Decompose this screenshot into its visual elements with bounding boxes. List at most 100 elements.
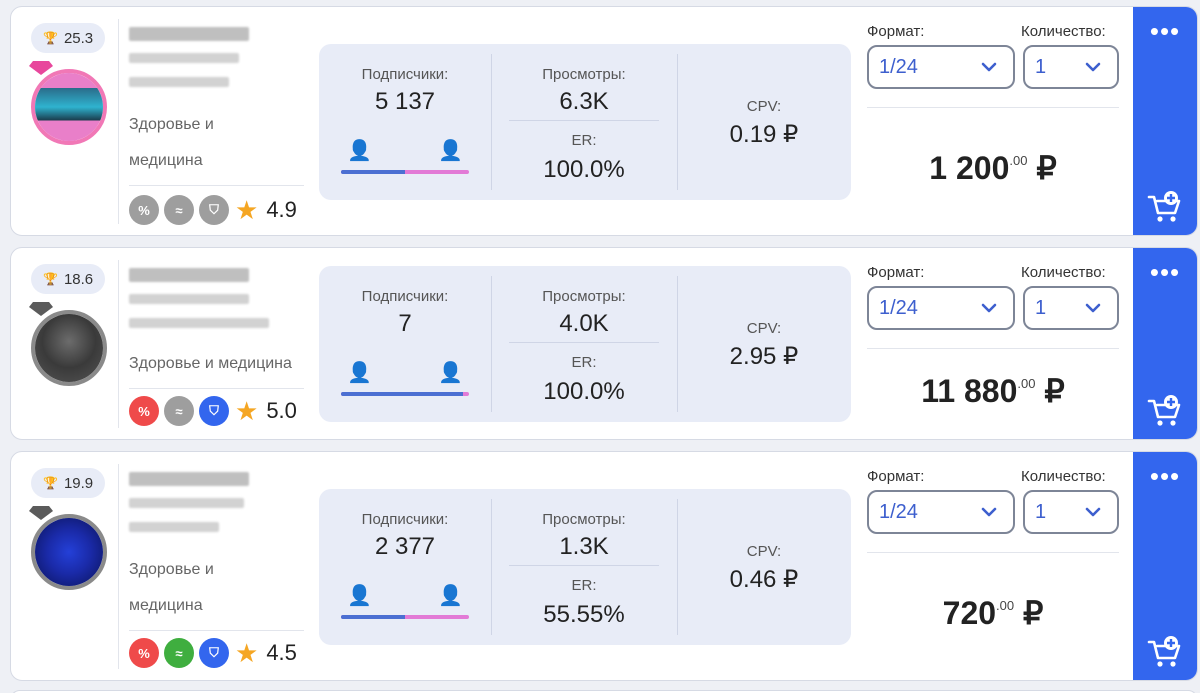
shield-icon[interactable]: ⛉ [199, 396, 229, 426]
stats-panel: Подписчики: 7 👤 👤 Просмотры: 4.0K ER: 10… [319, 266, 851, 422]
chevron-down-icon [1085, 507, 1101, 517]
description-blurred [129, 318, 269, 328]
gender-icons: 👤 👤 [341, 360, 469, 386]
quantity-select[interactable]: 1 [1023, 286, 1119, 330]
subscribers-label: Подписчики: [361, 66, 449, 83]
format-select[interactable]: 1/24 [867, 45, 1015, 89]
rating-badge: 🏆 25.3 [31, 23, 106, 53]
discount-icon[interactable]: % [129, 638, 159, 668]
subscribers-label: Подписчики: [361, 288, 449, 305]
star-icon: ★ [235, 396, 259, 426]
discount-icon[interactable]: % [129, 195, 159, 225]
more-options-icon[interactable]: ••• [1149, 257, 1181, 287]
category-label: Здоровье и медицина [129, 355, 292, 372]
rating-badge: 🏆 19.9 [31, 468, 106, 498]
quantity-label: Количество: [1021, 264, 1106, 281]
cpv-label: CPV: [746, 320, 782, 337]
price-main: 720 [942, 595, 997, 631]
male-icon: 👤 [347, 140, 372, 162]
price-cents: .00 [1017, 376, 1036, 391]
avatar[interactable] [29, 302, 107, 386]
discount-icon[interactable]: % [129, 396, 159, 426]
format-label: Формат: [867, 23, 925, 40]
price-currency: ₽ [1036, 150, 1057, 186]
gem-icon [29, 61, 53, 75]
female-icon: 👤 [438, 140, 463, 162]
format-value: 1/24 [879, 296, 918, 319]
star-icon: ★ [235, 638, 259, 668]
subscribers-value: 7 [398, 310, 412, 337]
format-select[interactable]: 1/24 [867, 286, 1015, 330]
card-actions: ••• [1133, 452, 1197, 680]
badges-row: % ≈ ⛉ ★ 4.5 [129, 638, 297, 668]
price: 11 880.00 ₽ [867, 372, 1119, 410]
views-label: Просмотры: [542, 288, 626, 305]
female-icon: 👤 [438, 585, 463, 607]
channel-name-blurred[interactable] [129, 268, 249, 282]
shield-icon[interactable]: ⛉ [199, 195, 229, 225]
channel-card: 🏆 18.6 Здоровье и медицина % ≈ ⛉ ★ 5.0 П… [10, 247, 1198, 440]
score-value: 4.9 [266, 197, 297, 222]
description-blurred [129, 77, 229, 87]
cpv-label: CPV: [746, 98, 782, 115]
more-options-icon[interactable]: ••• [1149, 16, 1181, 46]
chevron-down-icon [981, 62, 997, 72]
gem-icon [29, 506, 53, 520]
cpv-label: CPV: [746, 543, 782, 560]
er-label: ER: [571, 132, 597, 149]
add-to-cart-icon[interactable] [1147, 393, 1183, 429]
signature-icon[interactable]: ≈ [164, 638, 194, 668]
chevron-down-icon [981, 303, 997, 313]
subscribers-value: 2 377 [374, 533, 436, 560]
star-icon: ★ [235, 195, 259, 225]
format-value: 1/24 [879, 55, 918, 78]
price-currency: ₽ [1023, 595, 1044, 631]
stats-panel: Подписчики: 2 377 👤 👤 Просмотры: 1.3K ER… [319, 489, 851, 645]
score-value: 5.0 [266, 398, 297, 423]
add-to-cart-icon[interactable] [1147, 634, 1183, 670]
more-options-icon[interactable]: ••• [1149, 461, 1181, 491]
quantity-select[interactable]: 1 [1023, 45, 1119, 89]
avatar[interactable] [29, 61, 107, 145]
rating-value: 25.3 [63, 29, 94, 47]
cpv-value: 0.19 ₽ [729, 121, 799, 148]
gender-icons: 👤 👤 [341, 138, 469, 164]
channel-name-blurred[interactable] [129, 27, 249, 41]
quantity-value: 1 [1035, 500, 1047, 523]
avatar[interactable] [29, 506, 107, 590]
er-value: 100.0% [543, 156, 625, 183]
price: 720.00 ₽ [867, 594, 1119, 632]
quantity-value: 1 [1035, 296, 1047, 319]
score-value: 4.5 [266, 640, 297, 665]
signature-icon[interactable]: ≈ [164, 396, 194, 426]
views-value: 1.3K [559, 533, 609, 560]
stats-panel: Подписчики: 5 137 👤 👤 Просмотры: 6.3K ER… [319, 44, 851, 200]
gender-icons: 👤 👤 [341, 583, 469, 609]
er-label: ER: [571, 577, 597, 594]
shield-icon[interactable]: ⛉ [199, 638, 229, 668]
format-select[interactable]: 1/24 [867, 490, 1015, 534]
rating-badge: 🏆 18.6 [31, 264, 106, 294]
category-label: Здоровье и [129, 116, 214, 133]
quantity-label: Количество: [1021, 23, 1106, 40]
views-value: 4.0K [559, 310, 609, 337]
channel-name-blurred[interactable] [129, 472, 249, 486]
views-label: Просмотры: [542, 511, 626, 528]
male-icon: 👤 [347, 585, 372, 607]
price-main: 11 880 [921, 373, 1018, 409]
subscribers-label: Подписчики: [361, 511, 449, 528]
description-blurred [129, 53, 239, 63]
category-label: медицина [129, 597, 203, 614]
er-value: 55.55% [543, 601, 625, 628]
subscribers-value: 5 137 [374, 88, 436, 115]
add-to-cart-icon[interactable] [1147, 189, 1183, 225]
channel-card: 🏆 25.3 Здоровье и медицина % ≈ ⛉ ★ 4.9 П… [10, 6, 1198, 236]
gender-bar [341, 392, 469, 396]
female-icon: 👤 [438, 362, 463, 384]
gender-bar [341, 615, 469, 619]
price-main: 1 200 [929, 150, 1010, 186]
quantity-select[interactable]: 1 [1023, 490, 1119, 534]
format-value: 1/24 [879, 500, 918, 523]
views-label: Просмотры: [542, 66, 626, 83]
signature-icon[interactable]: ≈ [164, 195, 194, 225]
